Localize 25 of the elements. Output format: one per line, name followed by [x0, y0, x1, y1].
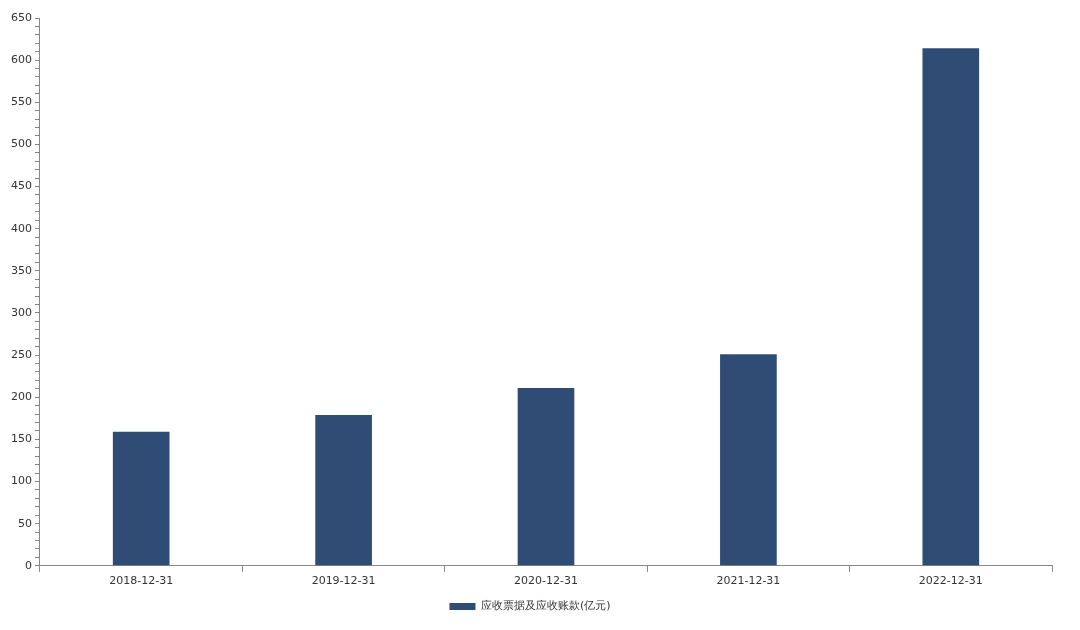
x-tick-label: 2022-12-31	[918, 574, 983, 588]
y-tick-label: 650	[11, 10, 32, 24]
x-tick-label: 2018-12-31	[109, 574, 174, 588]
y-tick-label: 400	[11, 221, 32, 235]
y-tick-label: 450	[11, 179, 32, 193]
y-tick-label: 600	[11, 53, 32, 66]
x-tick-label: 2019-12-31	[311, 574, 376, 588]
y-tick-label: 500	[11, 137, 32, 151]
y-tick-label: 350	[11, 263, 32, 277]
y-tick-label: 100	[11, 474, 32, 488]
y-tick-label: 150	[11, 432, 32, 446]
x-tick-label: 2021-12-31	[716, 574, 781, 588]
y-tick-label: 300	[11, 305, 32, 319]
bar	[922, 48, 980, 566]
y-tick-label: 200	[11, 390, 32, 404]
bar	[517, 387, 575, 566]
legend-label: 应收票据及应收账款(亿元)	[480, 599, 611, 613]
bar	[720, 354, 777, 566]
x-tick-label: 2020-12-31	[514, 574, 578, 588]
bar	[112, 431, 170, 566]
bar	[315, 414, 372, 566]
y-tick-label: 0	[25, 558, 32, 572]
y-tick-label: 250	[11, 347, 32, 361]
y-tick-label: 550	[11, 95, 32, 109]
y-tick-label: 50	[18, 516, 32, 530]
